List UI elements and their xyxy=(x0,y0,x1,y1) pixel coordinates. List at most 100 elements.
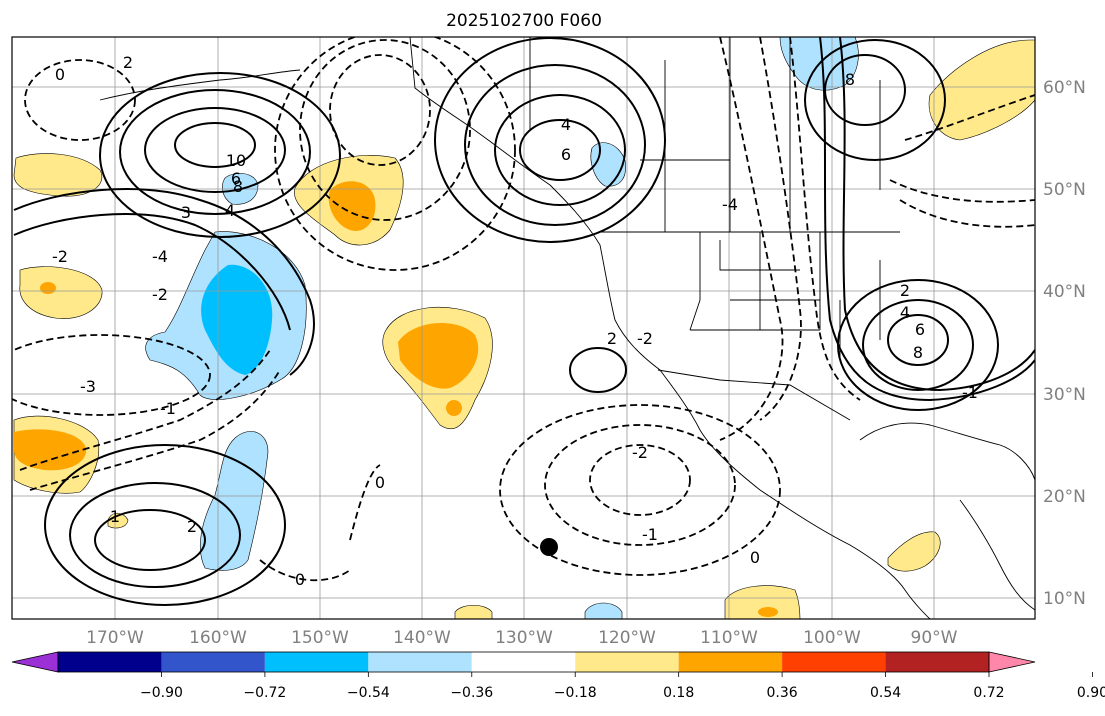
contour-high-southeast xyxy=(887,314,949,366)
contour-dashed xyxy=(12,334,211,416)
colorbar-tick-label: −0.72 xyxy=(243,685,286,701)
latitude-labels: 60°N 50°N 40°N 30°N 20°N 10°N xyxy=(1043,78,1086,609)
colorbar-swatch xyxy=(885,652,989,672)
colorbar-tick-label: 0.36 xyxy=(767,685,798,701)
longitude-label: 150°W xyxy=(291,628,349,648)
shade-positive-core xyxy=(328,181,376,231)
colorbar-swatch xyxy=(368,652,472,672)
contour-labels: 02468103-2-3-10-224681-1-2-402468-102-2-… xyxy=(52,53,978,589)
longitude-label: 100°W xyxy=(803,628,861,648)
contour-dashed xyxy=(499,404,781,576)
longitude-label: 140°W xyxy=(393,628,451,648)
shade-negative xyxy=(199,431,269,571)
contour-label: 2 xyxy=(187,517,197,536)
latitude-label: 20°N xyxy=(1043,487,1086,507)
shade-positive-core xyxy=(14,429,87,471)
contour-dashed xyxy=(589,444,691,516)
contour-label: 10 xyxy=(226,151,246,170)
contour-dashed xyxy=(259,559,351,582)
colorbar-swatch xyxy=(264,652,369,672)
contour-high-gulf-alaska xyxy=(144,107,286,193)
contours-negative xyxy=(12,37,1035,582)
country-boundaries xyxy=(99,37,1035,619)
contour-dashed xyxy=(904,94,1035,141)
contour-label: 1 xyxy=(110,507,120,526)
contour-label: -2 xyxy=(52,247,68,266)
colorbar-tick-label: 0.72 xyxy=(973,685,1004,701)
map-content: 02468103-2-3-10-224681-1-2-402468-102-2-… xyxy=(12,37,1035,619)
contours-positive xyxy=(13,37,1035,606)
contour-label: -4 xyxy=(152,247,168,266)
contour-dashed xyxy=(24,59,136,141)
colorbar-extend-min xyxy=(11,651,59,673)
colorbar-extend-max xyxy=(988,651,1036,673)
shade-positive xyxy=(454,604,493,619)
contour-high-southwest xyxy=(44,444,286,606)
contour-arc xyxy=(819,37,1035,402)
contour-label: -1 xyxy=(962,383,978,402)
contour-label: -4 xyxy=(722,195,738,214)
contour-high-gulf-alaska xyxy=(119,89,311,215)
colorbar-tick-label: 0.18 xyxy=(663,685,694,701)
shade-positive xyxy=(19,266,103,319)
contour-dashed xyxy=(759,37,802,421)
colorbar-swatch xyxy=(58,652,162,672)
central-america xyxy=(959,499,1035,611)
contour-label: -1 xyxy=(160,399,176,418)
shade-negative-core xyxy=(201,264,273,375)
colorbar-outline xyxy=(57,651,990,673)
shade-negative xyxy=(584,602,623,619)
coastline-gulf xyxy=(859,422,1035,481)
contour-high-gulf-alaska xyxy=(99,72,341,238)
contour-high-southwest xyxy=(94,509,206,571)
contour-label: 2 xyxy=(123,53,133,72)
contour-high-north xyxy=(519,119,601,181)
contour-high-north xyxy=(434,37,666,243)
contour-label: -1 xyxy=(642,525,658,544)
latitude-label: 10°N xyxy=(1043,589,1086,609)
shade-positive-core xyxy=(398,323,479,389)
contour-high-north xyxy=(464,64,646,226)
colorbar-tick-label: −0.18 xyxy=(554,685,597,701)
shade-positive-core xyxy=(446,400,462,416)
colorbar-tick-label: −0.54 xyxy=(347,685,390,701)
contour-dashed xyxy=(719,37,784,441)
contour-dashed xyxy=(889,179,1035,203)
latitude-label: 30°N xyxy=(1043,385,1086,405)
colorbar-tick-label: −0.90 xyxy=(140,685,183,701)
longitude-label: 170°W xyxy=(86,628,144,648)
map-panel xyxy=(12,37,1035,619)
colorbar-swatch xyxy=(782,652,886,672)
contour-label: 0 xyxy=(295,570,305,589)
map-border xyxy=(11,36,1036,620)
map-title: 2025102700 F060 xyxy=(446,11,602,31)
contour-label: 0 xyxy=(375,473,385,492)
contour-label: -3 xyxy=(80,377,96,396)
colorbar-tick-label: 0.90 xyxy=(1077,685,1105,701)
contour-arc xyxy=(13,213,291,331)
contour-label: 8 xyxy=(233,177,243,196)
contour-dashed xyxy=(29,369,281,491)
shade-positive-core xyxy=(40,282,56,294)
contour-label: -2 xyxy=(152,285,168,304)
border-usa-mexico xyxy=(657,369,851,421)
contour-dashed xyxy=(544,424,736,546)
contour-dashed xyxy=(274,37,516,271)
longitude-label: 130°W xyxy=(495,628,553,648)
shade-positive-core xyxy=(758,607,778,617)
contour-label: -2 xyxy=(637,329,653,348)
contour-high-northeast xyxy=(824,54,906,126)
latitude-label: 60°N xyxy=(1043,78,1086,98)
latitude-label: 50°N xyxy=(1043,180,1086,200)
contour-label: 4 xyxy=(225,201,235,220)
latitude-label: 40°N xyxy=(1043,282,1086,302)
contour-low-center xyxy=(569,347,627,393)
colorbar-tick-label: −0.36 xyxy=(450,685,493,701)
colorbar-tick-labels: −0.90 −0.72 −0.54 −0.36 −0.18 0.18 0.36 0.54 0.7… xyxy=(140,685,1105,701)
contour-label: 0 xyxy=(750,548,760,567)
shade-positive xyxy=(928,39,1035,141)
contour-label: 6 xyxy=(561,145,571,164)
longitude-label: 120°W xyxy=(598,628,656,648)
